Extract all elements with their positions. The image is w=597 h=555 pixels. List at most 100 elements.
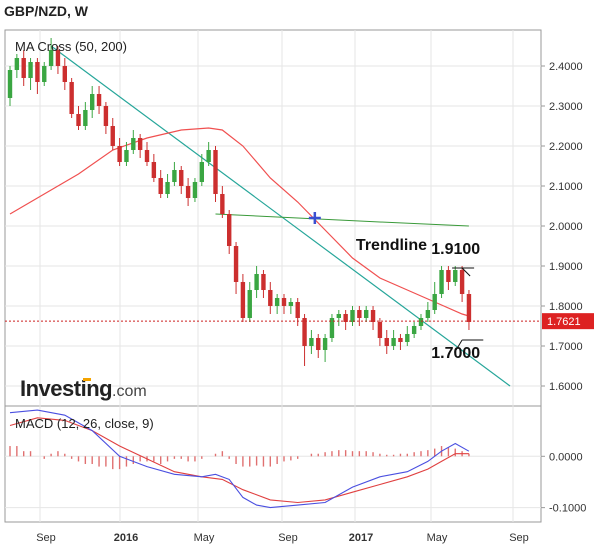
macd-layer — [9, 409, 470, 509]
y-tick-label: 2.3000 — [549, 101, 583, 113]
axis-layer: Sep 2016 May Sep 2017 May Sep 1.6000 1.7000 1.800… — [36, 61, 594, 544]
candle-body — [350, 310, 355, 322]
candle-body — [124, 150, 129, 162]
y-tick-label: 2.2000 — [549, 141, 583, 153]
candle-body — [137, 138, 143, 150]
candle-body — [192, 182, 198, 198]
candle-body — [206, 150, 211, 162]
watermark-suffix: .com — [112, 383, 147, 400]
candle-body — [144, 150, 150, 162]
price-layer: Trendline 1.9100 1.7000 — [5, 38, 541, 387]
candle-body — [21, 58, 26, 78]
candle-body — [453, 270, 458, 282]
annotation-pointer — [455, 339, 463, 351]
candle-body — [76, 114, 81, 126]
candle-body — [117, 146, 122, 162]
candle-body — [172, 170, 177, 182]
trendline — [50, 45, 511, 387]
chart-title: GBP/NZD, W — [4, 3, 89, 19]
candle-body — [158, 178, 163, 194]
candle-body — [336, 314, 341, 318]
candle-body — [131, 138, 136, 150]
candle-body — [103, 106, 109, 126]
y-tick-label: 1.9000 — [549, 261, 583, 273]
candle-body — [268, 290, 273, 306]
candle-body — [220, 194, 225, 214]
candle-body — [343, 314, 348, 322]
candle-body — [83, 110, 88, 126]
ma-slow-line — [215, 213, 469, 227]
y-tick-label: 2.4000 — [549, 61, 583, 73]
annotation-text: 1.9100 — [431, 241, 480, 258]
candle-body — [179, 170, 184, 186]
candle-body — [227, 214, 232, 246]
candle-body — [96, 94, 102, 106]
candle-body — [309, 338, 314, 346]
candle-body — [14, 58, 20, 70]
candle-body — [432, 294, 437, 310]
x-tick-label: 2017 — [349, 532, 373, 544]
candle-body — [377, 322, 383, 338]
candle-body — [165, 182, 170, 194]
annotation-text: 1.7000 — [431, 345, 480, 362]
investing-watermark: Investing .com — [20, 376, 147, 401]
candle-body — [466, 294, 472, 322]
candle-body — [425, 310, 431, 318]
candle-body — [398, 338, 403, 342]
candle-body — [254, 274, 259, 290]
candle-body — [240, 282, 246, 318]
candle-body — [288, 302, 294, 306]
y-tick-label: 1.8000 — [549, 301, 583, 313]
candle-body — [110, 126, 115, 146]
x-tick-label: May — [427, 532, 448, 544]
candle-body — [411, 326, 417, 334]
watermark-accent — [83, 378, 91, 381]
candle-body — [439, 270, 444, 294]
candle-body — [295, 302, 300, 318]
macd-legend: MACD (12, 26, close, 9) — [15, 416, 154, 431]
x-tick-label: May — [194, 532, 215, 544]
x-tick-label: Sep — [36, 532, 56, 544]
x-tick-label: Sep — [278, 532, 298, 544]
candle-body — [405, 334, 410, 342]
annotation-text: Trendline — [356, 237, 427, 254]
y-tick-label: 2.0000 — [549, 221, 583, 233]
candle-body — [316, 338, 321, 350]
macd-y-tick-label: -0.1000 — [549, 503, 586, 515]
candle-body — [281, 298, 287, 306]
macd-line — [9, 409, 470, 509]
annotation-pointer — [461, 267, 471, 277]
candle-body — [261, 274, 266, 290]
macd-y-tick-label: 0.0000 — [549, 451, 583, 463]
candle-body — [357, 310, 362, 318]
y-tick-label: 1.6000 — [549, 381, 583, 393]
macd-signal-line — [9, 417, 469, 504]
candle-body — [185, 186, 191, 198]
candle-body — [322, 338, 328, 350]
candle-body — [418, 318, 424, 326]
candle-body — [48, 50, 54, 66]
candle-body — [55, 50, 61, 66]
candle-body — [35, 62, 40, 82]
candle-body — [274, 298, 280, 306]
candle-body — [42, 66, 47, 82]
x-tick-label: Sep — [509, 532, 529, 544]
candle-body — [391, 338, 396, 346]
candle-body — [384, 338, 389, 346]
candle-body — [199, 162, 204, 182]
candle-body — [459, 270, 465, 294]
candle-body — [151, 162, 157, 178]
y-tick-label: 2.1000 — [549, 181, 583, 193]
y-tick-label: 1.7000 — [549, 341, 583, 353]
candle-body — [90, 94, 95, 110]
candle-body — [213, 150, 218, 194]
candle-body — [247, 290, 252, 318]
grid-layer — [5, 30, 541, 522]
ma-fast-line — [9, 127, 470, 317]
candle-body — [364, 310, 369, 318]
candle-body — [329, 318, 335, 338]
candle-body — [69, 82, 74, 114]
candle-body — [446, 270, 451, 282]
